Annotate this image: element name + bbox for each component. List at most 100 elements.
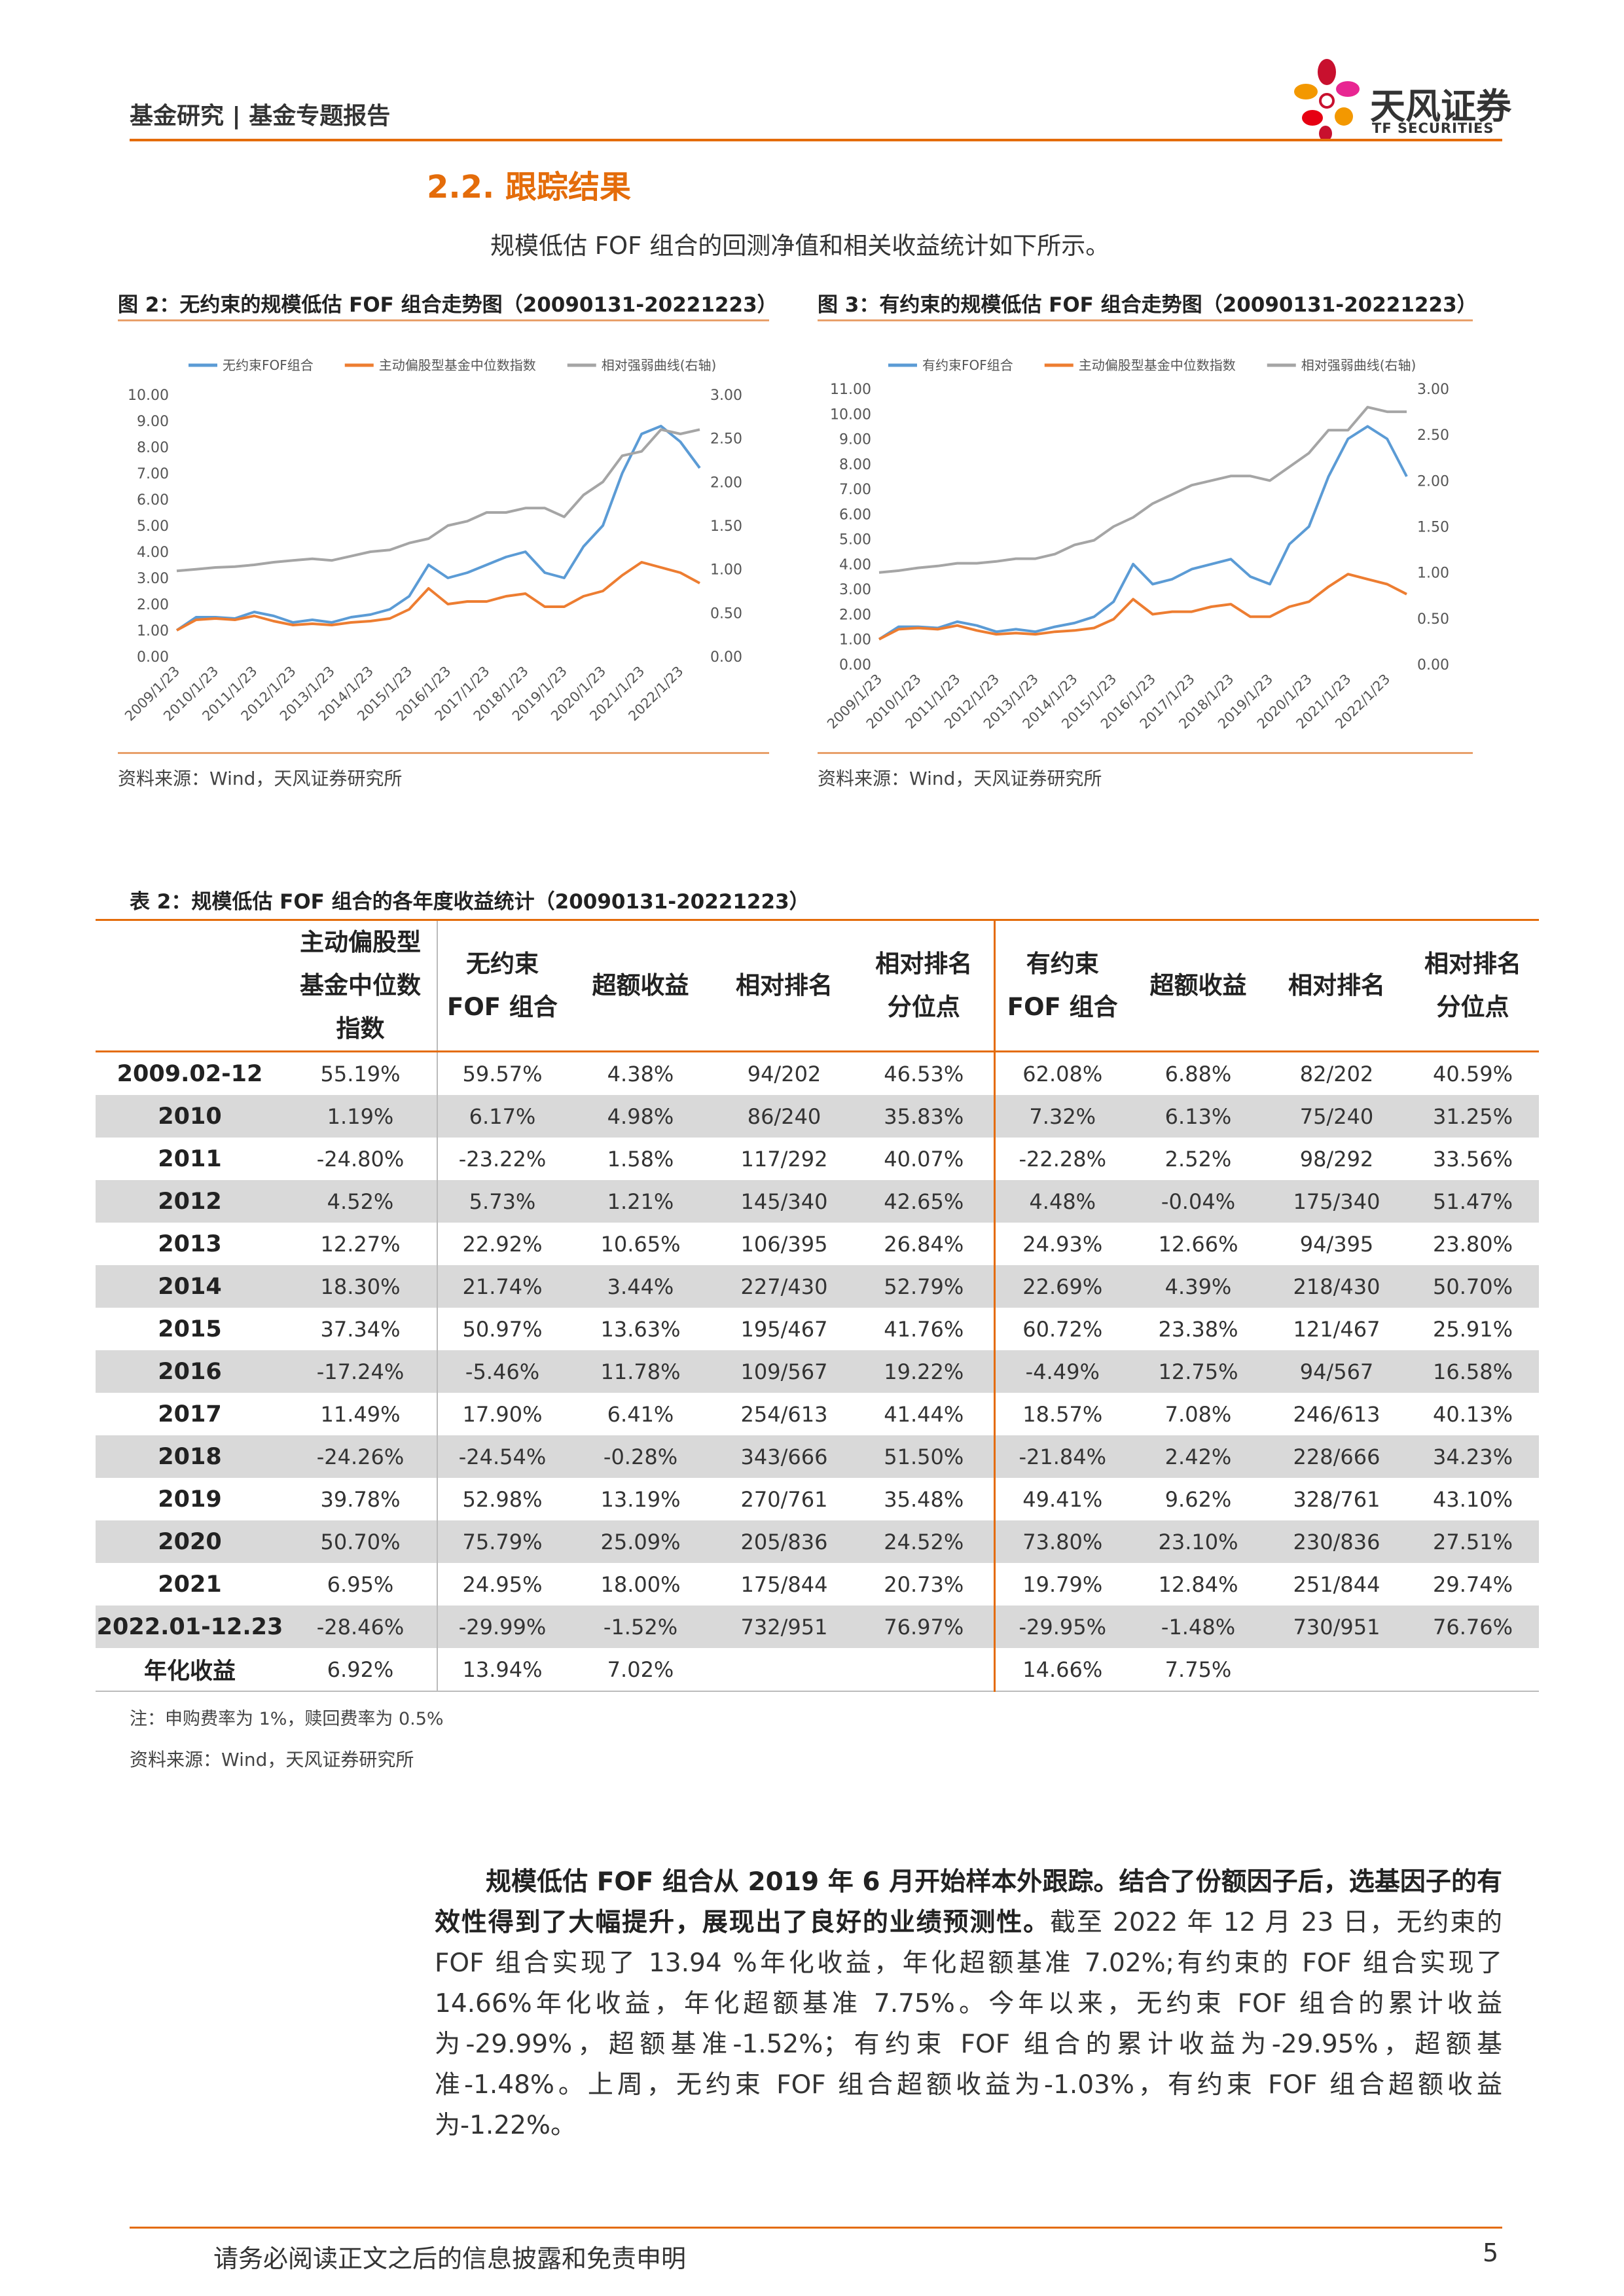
logo-name: 天风证券 xyxy=(1370,86,1511,127)
cell: 7.75% xyxy=(1164,1657,1232,1682)
cell: 3.44% xyxy=(567,1265,714,1308)
row-label: 2012 xyxy=(96,1180,284,1223)
cell: 46.53% xyxy=(884,1061,964,1086)
cell: 228/666 xyxy=(1267,1435,1407,1478)
table-source: 资料来源：Wind，天风证券研究所 xyxy=(130,1749,414,1770)
table-row: 2015 37.34% 50.97% 13.63% 195/467 41.76% 60.72… xyxy=(96,1308,1539,1350)
table-title: 表 2：规模低估 FOF 组合的各年度收益统计（20090131-2022122… xyxy=(130,890,810,914)
cell: 94/567 xyxy=(1267,1350,1407,1393)
cell: 75/240 xyxy=(1267,1095,1407,1138)
legend-label: 有约束FOF组合 xyxy=(922,357,1013,373)
table-row: 2010 1.19% 6.17% 4.98% 86/240 35.83% 7.32% 6.13… xyxy=(96,1095,1539,1138)
cell: 82/202 xyxy=(1299,1061,1374,1086)
cell: 55.19% xyxy=(320,1061,401,1086)
cell: 11.49% xyxy=(320,1401,401,1427)
cell: 13.19% xyxy=(600,1486,681,1512)
y-tick-label: 1.00 xyxy=(839,632,871,649)
row-label: 2019 xyxy=(158,1486,222,1513)
cell: -1.48% xyxy=(1130,1605,1267,1648)
legend-label: 主动偏股型基金中位数指数 xyxy=(379,357,536,373)
cell: 33.56% xyxy=(1432,1146,1513,1172)
cell: 7.02% xyxy=(607,1657,674,1682)
cell: 106/395 xyxy=(740,1231,828,1257)
y-tick-label: 6.00 xyxy=(839,507,871,523)
cell: 17.90% xyxy=(437,1393,567,1435)
row-label: 2020 xyxy=(96,1520,284,1563)
row-label: 2022.01-12.23 xyxy=(96,1605,284,1648)
header-line: 相对排名 xyxy=(1424,950,1521,978)
y2-tick-label: 1.00 xyxy=(1417,565,1449,582)
cell: 12.66% xyxy=(1158,1231,1238,1257)
cell: 41.44% xyxy=(884,1401,964,1427)
cell xyxy=(854,1648,994,1691)
paragraph-bold: 规模低估 FOF 组合从 2019 年 6 月开始样本外跟踪。结合了份额因子后，… xyxy=(435,1867,1502,1937)
series-line xyxy=(878,406,1407,574)
cell: 51.50% xyxy=(854,1435,994,1478)
y-tick-label: 10.00 xyxy=(128,387,169,404)
cell: 270/761 xyxy=(740,1486,828,1512)
y-tick-label: 4.00 xyxy=(137,545,169,561)
y-tick-label: 4.00 xyxy=(839,557,871,573)
cell: 49.41% xyxy=(993,1478,1130,1520)
y-tick-label: 0.00 xyxy=(839,657,871,673)
cell: 60.72% xyxy=(993,1308,1130,1350)
cell: 343/666 xyxy=(714,1435,854,1478)
row-label: 2013 xyxy=(158,1230,222,1257)
row-label: 年化收益 xyxy=(143,1659,236,1685)
cell: 4.39% xyxy=(1130,1265,1267,1308)
paragraph-text: 截至 2022 年 12 月 23 日，无约束的 FOF 组合实现了 13.94… xyxy=(435,1908,1502,2140)
cell: -22.28% xyxy=(993,1138,1130,1180)
rule xyxy=(818,319,1473,321)
cell: 26.84% xyxy=(884,1231,964,1257)
cell: 98/292 xyxy=(1299,1146,1374,1172)
cell: 328/761 xyxy=(1293,1486,1380,1512)
series-line xyxy=(175,425,701,632)
cell: 145/340 xyxy=(714,1180,854,1223)
cell: 24.93% xyxy=(993,1223,1130,1265)
cell: 11.78% xyxy=(567,1350,714,1393)
header-line: FOF 组合 xyxy=(1007,993,1118,1021)
y-tick-label: 5.00 xyxy=(839,532,871,548)
table-row: 2013 12.27% 22.92% 10.65% 106/395 26.84% 24.93… xyxy=(96,1223,1539,1265)
paragraph: 规模低估 FOF 组合从 2019 年 6 月开始样本外跟踪。结合了份额因子后，… xyxy=(435,1862,1502,2146)
table-row: 年化收益 6.92% 13.94% 7.02% 14.66% 7.75% xyxy=(96,1648,1539,1691)
cell: 35.48% xyxy=(884,1486,964,1512)
cell: -0.04% xyxy=(1130,1180,1267,1223)
figure-source: 资料来源：Wind，天风证券研究所 xyxy=(118,768,403,789)
header-cell: 超额收益 xyxy=(1130,920,1267,1052)
y-tick-label: 3.00 xyxy=(137,571,169,587)
cell: 1.58% xyxy=(607,1146,674,1172)
y-tick-label: 8.00 xyxy=(137,440,169,456)
cell: 40.59% xyxy=(1432,1061,1513,1086)
header-line: 相对排名 xyxy=(1288,971,1385,999)
header-cell: 超额收益 xyxy=(567,920,714,1052)
cell: 24.52% xyxy=(854,1520,994,1563)
cell: 27.51% xyxy=(1407,1520,1539,1563)
cell: 12.75% xyxy=(1130,1350,1267,1393)
y2-tick-label: 1.50 xyxy=(1417,520,1449,536)
cell: 22.69% xyxy=(993,1265,1130,1308)
header-row: 主动偏股型 基金中位数 指数 无约束 FOF 组合 超额收益 相对排名 相对排名 分位点 有约束 F… xyxy=(96,920,1539,1052)
rule xyxy=(818,752,1473,754)
y2-tick-label: 3.00 xyxy=(710,387,742,404)
cell: 50.97% xyxy=(437,1308,567,1350)
cell: -1.52% xyxy=(567,1605,714,1648)
figure-title: 图 3：有约束的规模低估 FOF 组合走势图（20090131-20221223… xyxy=(818,293,1477,317)
cell: 23.10% xyxy=(1130,1520,1267,1563)
cell: 13.63% xyxy=(600,1316,681,1342)
cell: 40.13% xyxy=(1432,1401,1513,1427)
cell: 246/613 xyxy=(1293,1401,1380,1427)
cell: 59.57% xyxy=(437,1051,567,1095)
cell xyxy=(1407,1648,1539,1691)
cell: 23.80% xyxy=(1432,1231,1513,1257)
series-line xyxy=(176,561,700,632)
cell: 25.09% xyxy=(567,1520,714,1563)
table-row: 2009.02-12 55.19% 59.57% 4.38% 94/202 46.53% 6… xyxy=(96,1051,1539,1095)
table-row: 2011 -24.80% -23.22% 1.58% 117/292 40.07% -22.… xyxy=(96,1138,1539,1180)
cell xyxy=(714,1648,854,1691)
y-tick-label: 3.00 xyxy=(839,582,871,598)
cell: 41.76% xyxy=(884,1316,964,1342)
cell: 42.65% xyxy=(854,1180,994,1223)
header-line: 指数 xyxy=(336,1014,385,1043)
footer-disclaimer: 请务必阅读正文之后的信息披露和免责申明 xyxy=(213,2244,687,2273)
